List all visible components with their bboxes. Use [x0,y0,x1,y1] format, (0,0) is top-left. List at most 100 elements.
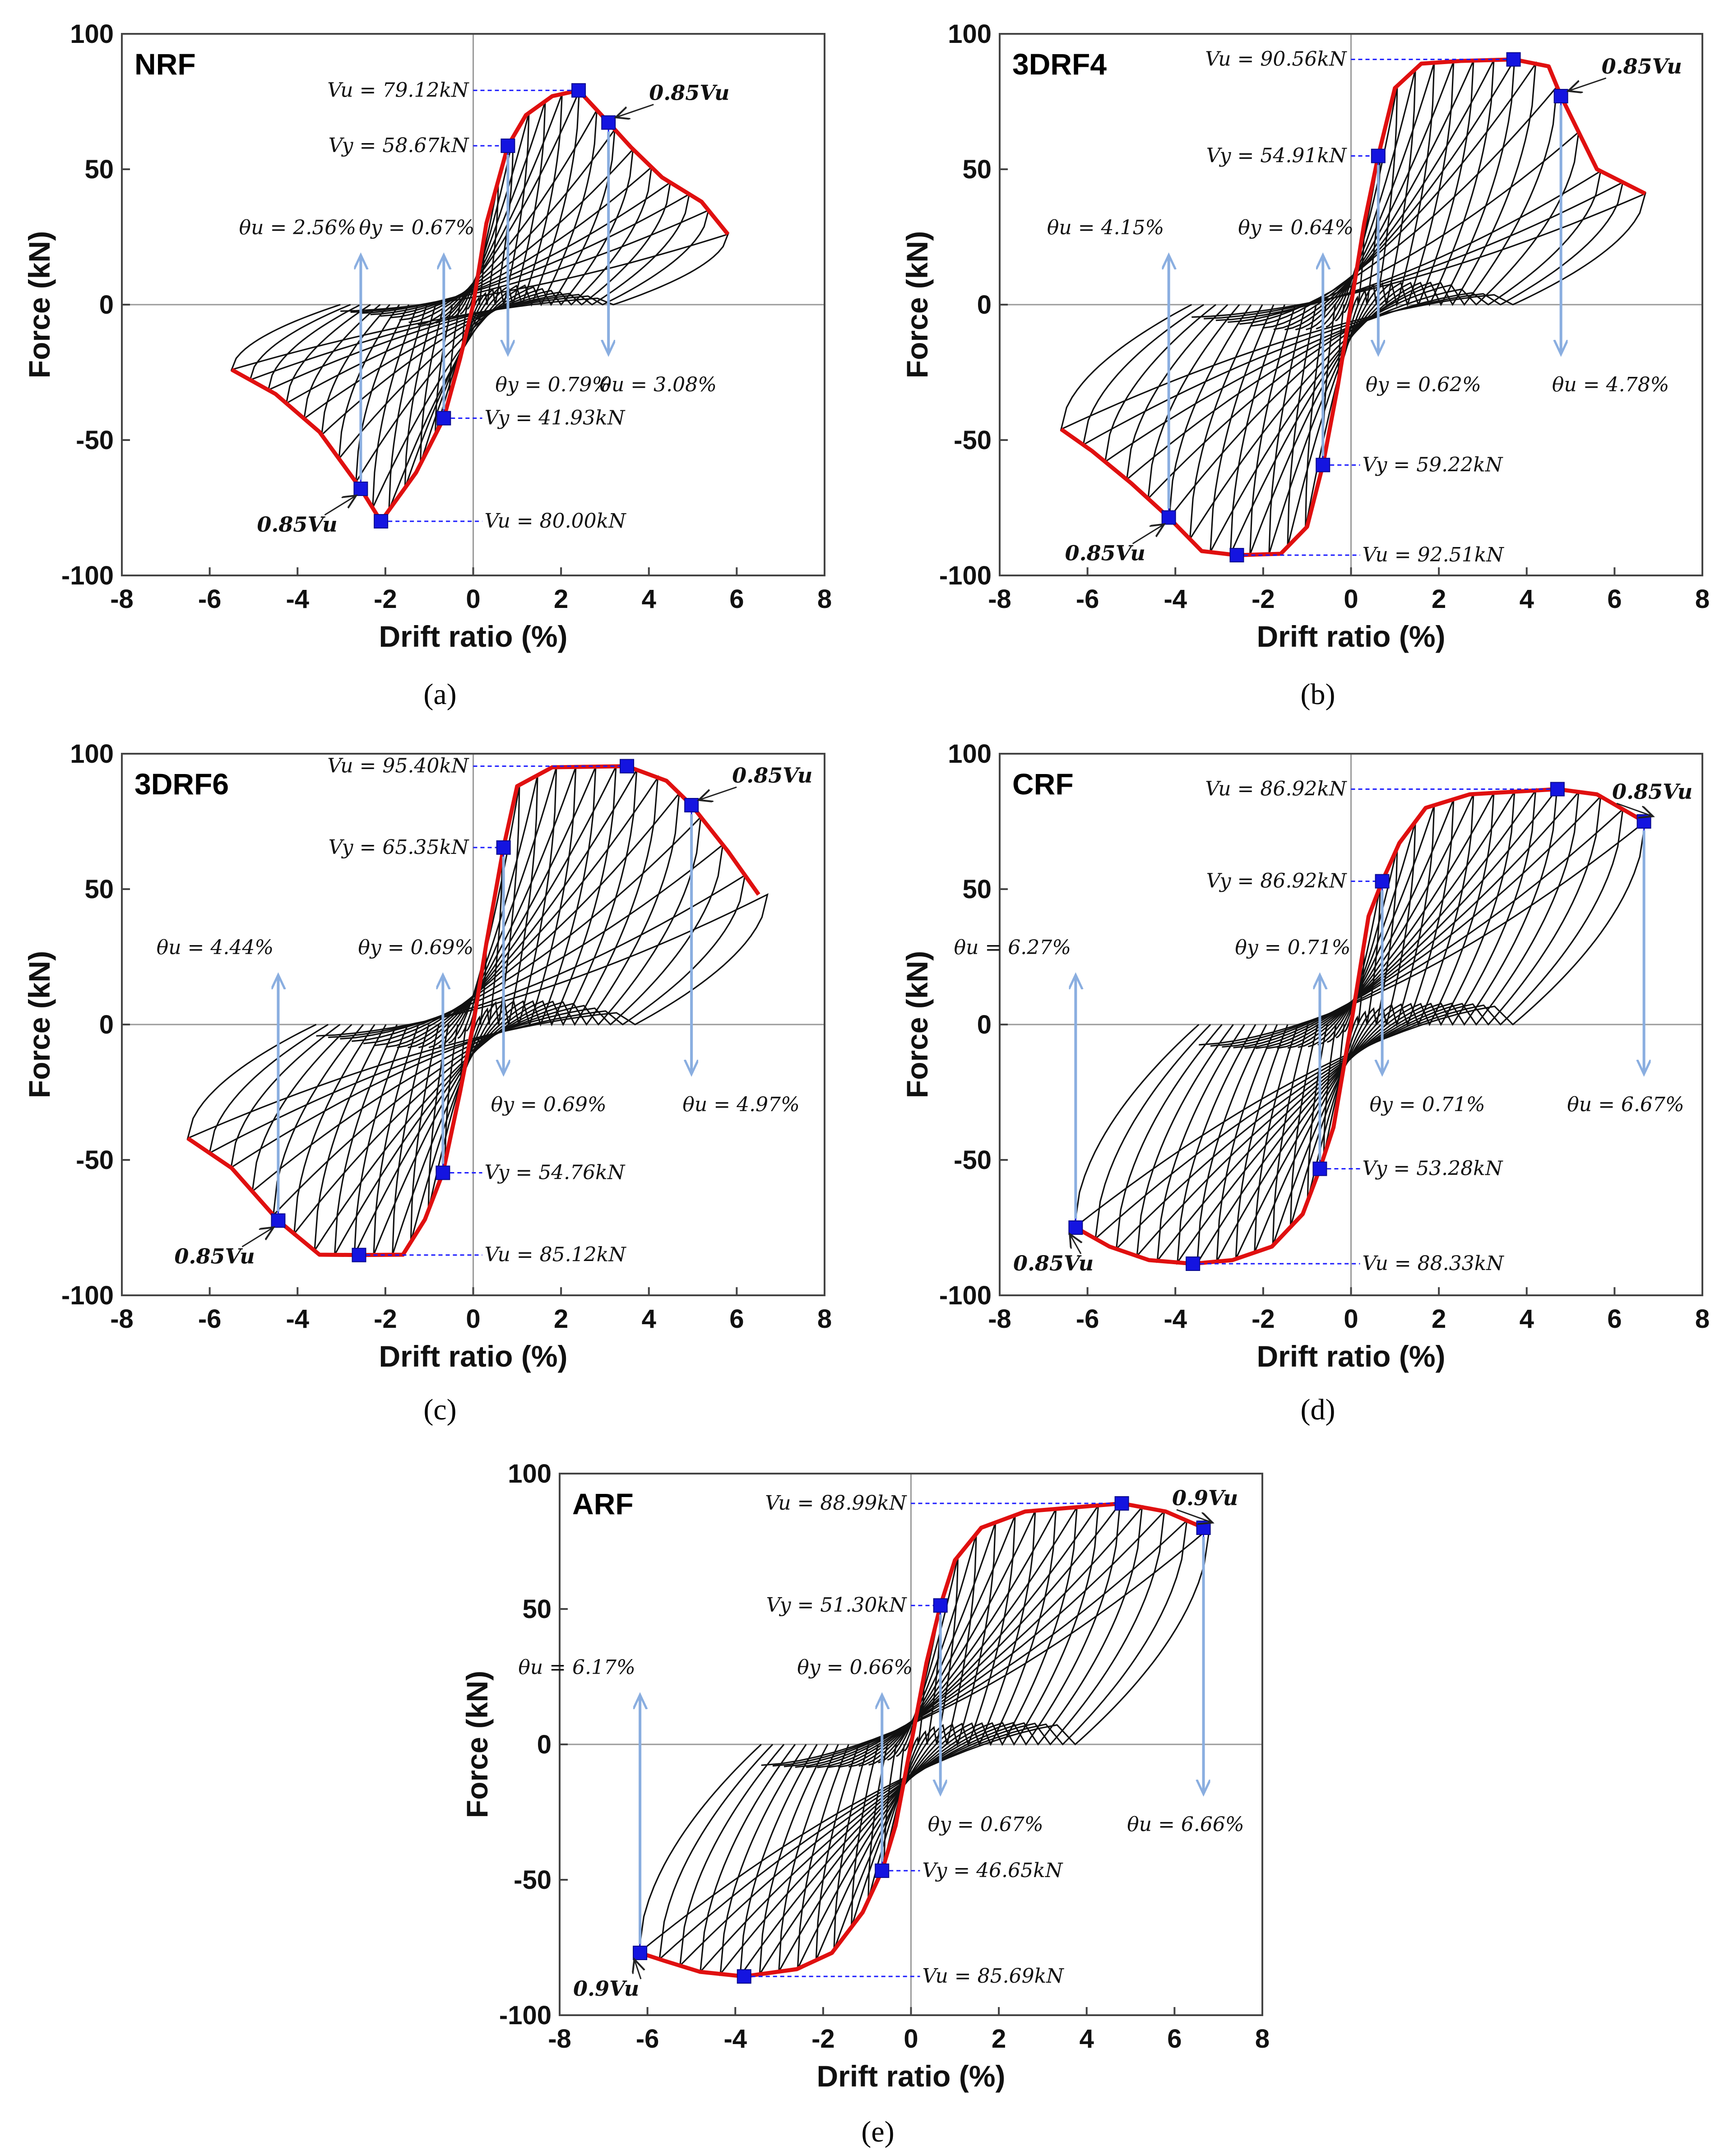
data-marker [436,1165,450,1180]
envelope-curve [1060,57,1646,557]
data-marker [1114,1496,1129,1511]
y-tick-label: 50 [84,155,114,184]
x-tick-label: -4 [286,584,309,614]
panel-caption: (a) [423,678,456,711]
y-tick-label: -50 [76,426,114,455]
y-tick-label: -50 [954,426,992,455]
vu-neg-label: Vu = 92.51kN [1363,543,1505,566]
y-tick-label: 50 [522,1595,552,1624]
specimen-title: NRF [134,47,196,81]
x-axis-label: Drift ratio (%) [817,2059,1006,2093]
theta-y-pos-label: θy = 0.62% [1366,373,1481,396]
theta-y-pos-label: θy = 0.79% [495,373,611,396]
x-tick-label: -4 [1163,1304,1187,1334]
specimen-title: 3DRF4 [1012,47,1107,81]
x-tick-label: 0 [1344,584,1358,614]
x-tick-label: 4 [642,1304,656,1334]
x-tick-label: -6 [1076,1304,1099,1334]
hysteresis-cycles [638,1501,1211,1979]
y-tick-label: -100 [499,2001,552,2030]
y-tick-label: 100 [70,739,114,769]
vy-neg-label: Vy = 53.28kN [1363,1157,1503,1180]
x-tick-label: -8 [988,584,1011,614]
specimen-title: ARF [572,1487,634,1521]
x-tick-label: -8 [110,1304,134,1334]
hysteresis-loop [249,209,710,381]
y-axis-label: Force (kN) [23,231,56,378]
hysteresis-loop [1094,807,1624,1241]
hysteresis-loop [815,1515,1016,1961]
hysteresis-loop [285,181,672,405]
hysteresis-loop [208,874,746,1155]
reduced-neg-leader [324,496,355,516]
hysteresis-loop [230,233,729,371]
theta-y-pos-label: θy = 0.71% [1370,1093,1485,1116]
hysteresis-loop [759,1507,1078,1975]
y-axis-label: Force (kN) [460,1671,494,1818]
data-marker [601,115,616,130]
data-marker [1312,1161,1327,1176]
theta-y-pos-label: θy = 0.67% [928,1813,1043,1836]
data-marker [684,798,699,812]
x-tick-label: 6 [729,1304,744,1334]
reduced-neg-leader [1132,525,1163,544]
panel-b: -8 -6 -4 -2 0 2 4 6 8 100 50 0 -50 -100 Drift ratio (%… [900,19,1710,711]
envelope-curve [639,1501,1205,1979]
hysteresis-loop [638,1526,1211,1955]
vy-neg-label: Vy = 54.76kN [485,1161,626,1184]
data-marker [1161,510,1176,525]
vy-pos-label: Vy = 86.92kN [1206,870,1347,893]
hysteresis-loop [1104,169,1602,464]
x-tick-label: 8 [817,584,832,614]
data-marker [436,411,451,426]
x-tick-label: 4 [1080,2024,1094,2054]
hysteresis-loop [353,766,597,1256]
theta-u-neg-label: θu = 6.17% [518,1656,635,1679]
x-tick-label: 2 [992,2024,1006,2054]
theta-y-neg-label: θy = 0.64% [1238,216,1354,239]
data-marker [1506,52,1521,67]
hysteresis-loop [699,1505,1143,1974]
reduced-neg-leader [241,1228,273,1247]
hysteresis-loop [1176,788,1537,1266]
theta-u-neg-label: θu = 4.15% [1047,216,1164,239]
x-tick-label: -4 [723,2024,747,2054]
vu-pos-label: Vu = 90.56kN [1205,48,1347,71]
y-tick-label: -50 [76,1145,114,1175]
data-marker [1375,874,1390,889]
hysteresis-loop [449,180,499,398]
hysteresis-loop [1287,69,1416,547]
hysteresis-loop [679,1509,1165,1968]
hysteresis-loop [334,766,617,1256]
y-tick-label: 50 [962,155,992,184]
reduced-pos-label: 0.85Vu [732,763,812,788]
y-axis-label: Force (kN) [900,951,934,1098]
data-marker [1371,148,1386,163]
y-axis-label: Force (kN) [23,951,56,1098]
hysteresis-cycles [1060,59,1646,555]
x-tick-label: 6 [1607,584,1622,614]
envelope-curve [186,764,760,1257]
vu-neg-label: Vu = 85.69kN [922,1965,1065,1988]
hysteresis-loop [739,1502,1099,1979]
data-marker [1316,458,1330,473]
panel-caption: (d) [1301,1393,1335,1426]
theta-u-pos-label: θu = 4.97% [682,1093,799,1116]
x-tick-label: -2 [374,1304,397,1334]
vu-neg-label: Vu = 85.12kN [485,1243,627,1266]
y-tick-label: -100 [939,1281,992,1310]
theta-u-pos-label: θu = 3.08% [599,373,716,396]
vu-pos-label: Vu = 88.99kN [765,1492,907,1515]
y-tick-label: -50 [514,1865,552,1895]
panel-caption: (b) [1301,678,1335,711]
hysteresis-loop [1147,84,1558,501]
x-tick-label: -2 [811,2024,835,2054]
y-tick-label: 100 [70,19,114,49]
x-tick-label: 0 [1344,1304,1358,1334]
x-tick-label: 6 [729,584,744,614]
theta-u-neg-label: θu = 2.56% [239,216,356,239]
reduced-pos-leader [700,786,737,800]
x-tick-label: 8 [817,1304,832,1334]
hysteresis-loop [1249,61,1455,555]
